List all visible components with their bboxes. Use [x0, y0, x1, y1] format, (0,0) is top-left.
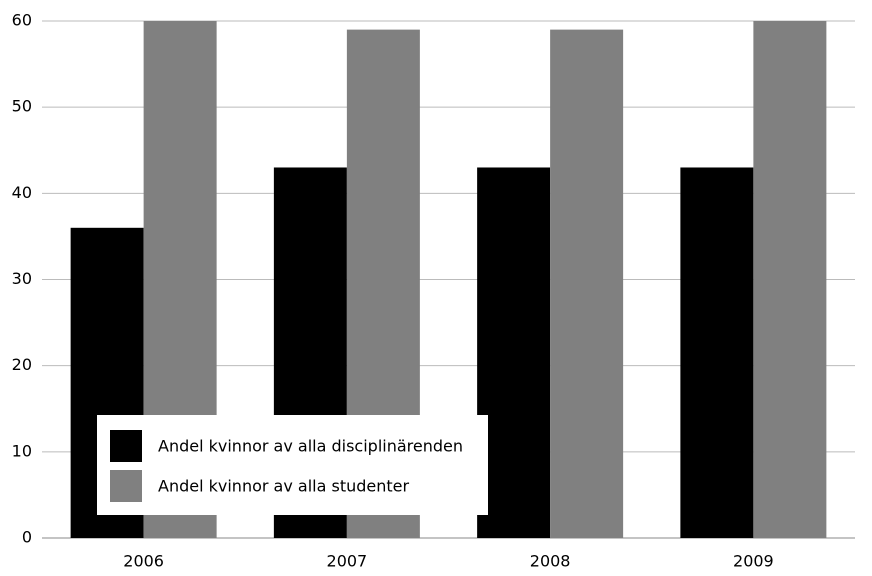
x-tick-label: 2009 — [733, 552, 774, 571]
y-tick-label: 20 — [12, 355, 32, 374]
x-tick-label: 2006 — [123, 552, 164, 571]
bar — [753, 21, 827, 538]
bar — [680, 167, 754, 538]
x-tick-label: 2008 — [530, 552, 571, 571]
y-tick-label: 60 — [12, 11, 32, 30]
bar — [477, 167, 551, 538]
legend-swatch — [110, 470, 142, 502]
legend-label: Andel kvinnor av alla disciplinärenden — [158, 437, 463, 456]
y-tick-label: 0 — [22, 528, 32, 547]
y-tick-label: 40 — [12, 183, 32, 202]
legend-label: Andel kvinnor av alla studenter — [158, 477, 409, 496]
bar — [550, 29, 624, 538]
y-tick-label: 50 — [12, 97, 32, 116]
y-tick-label: 10 — [12, 441, 32, 460]
legend-box — [97, 415, 488, 515]
legend-swatch — [110, 430, 142, 462]
x-tick-label: 2007 — [327, 552, 368, 571]
y-tick-label: 30 — [12, 269, 32, 288]
